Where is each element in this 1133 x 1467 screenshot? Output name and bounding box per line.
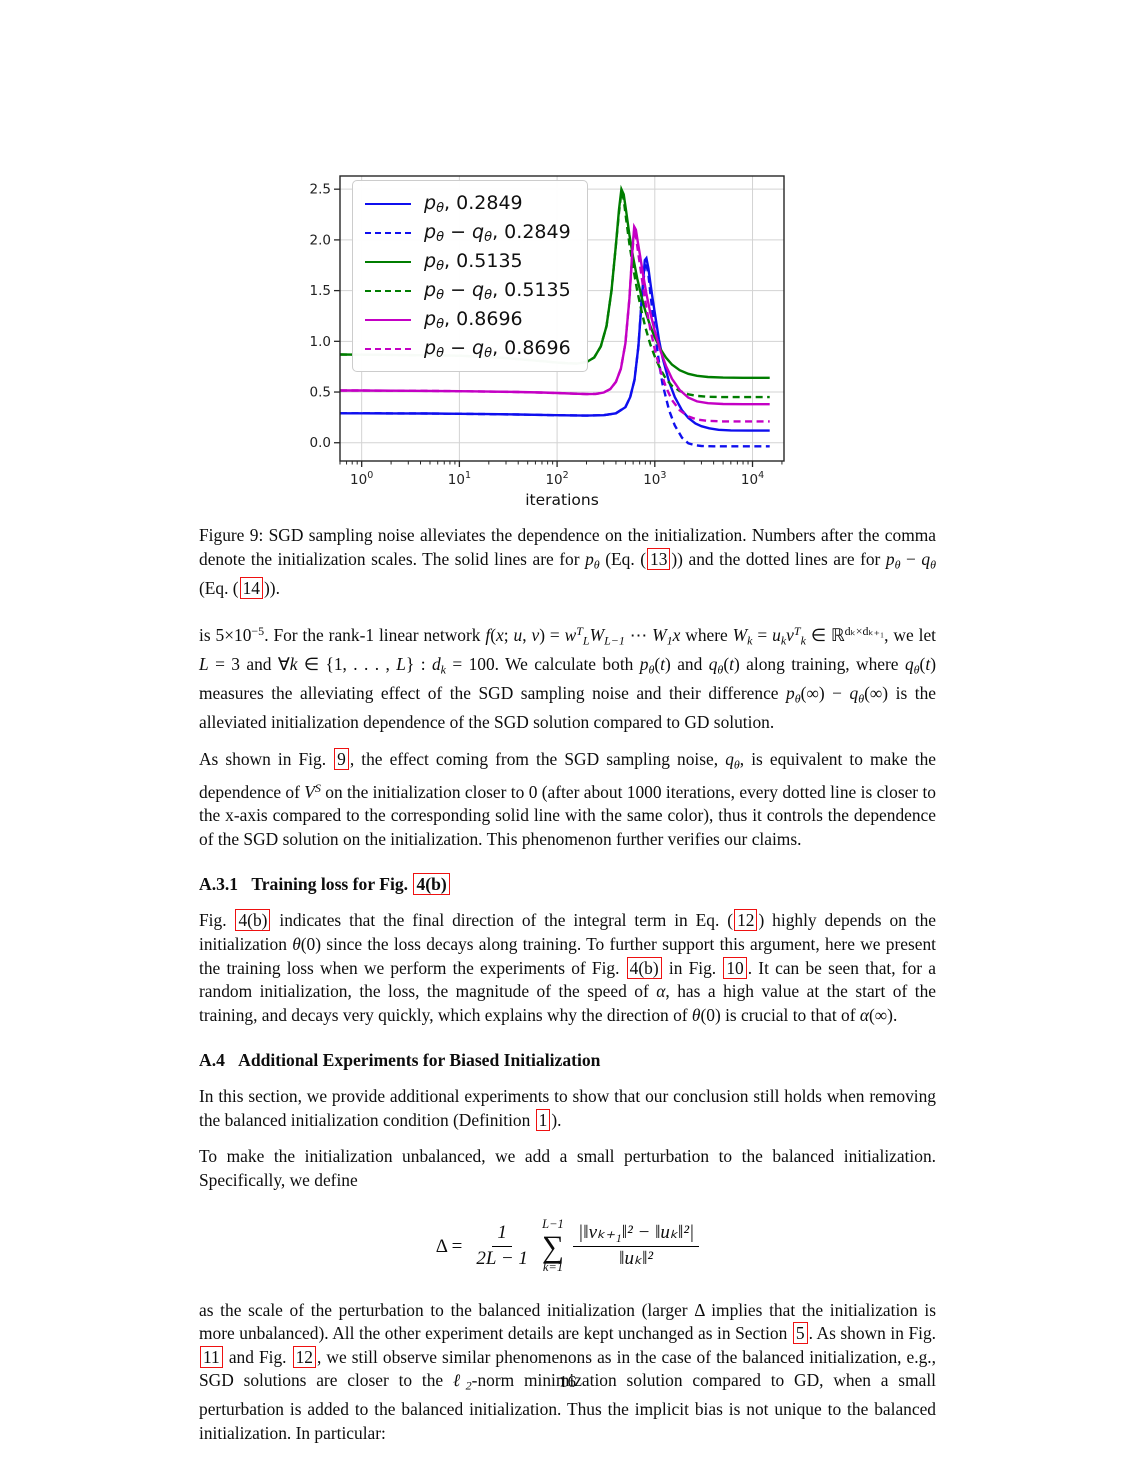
y-tick-label: 2.0	[310, 232, 331, 248]
legend-dashed-line-icon	[365, 289, 411, 292]
ref-link[interactable]: 11	[200, 1345, 223, 1368]
equation-fraction-1: 1 2L − 1	[471, 1222, 533, 1270]
ref-link[interactable]: 1	[535, 1108, 551, 1131]
legend-label: pθ, 0.2849	[424, 191, 523, 216]
legend-solid-line-icon	[365, 318, 411, 321]
series-line-5	[340, 229, 770, 423]
equation-frac2-denominator: ‖uₖ‖²	[619, 1248, 654, 1270]
plot-frame	[339, 175, 785, 462]
x-tick-label: 100	[350, 470, 373, 488]
equation-sum-upper: L−1	[542, 1217, 564, 1232]
paragraph-perturbation: To make the initialization unbalanced, w…	[199, 1146, 936, 1191]
legend-label: pθ − qθ, 0.2849	[424, 220, 571, 245]
x-axis-label: iterations	[525, 491, 599, 509]
legend-dashed-line-icon	[365, 347, 411, 350]
ref-link[interactable]: 4(b)	[413, 873, 450, 896]
legend-entry: pθ, 0.8696	[365, 305, 571, 334]
ref-link[interactable]: 4(b)	[235, 909, 271, 932]
y-tick-label: 1.5	[310, 283, 331, 299]
equation-frac2-numerator: |‖vₖ₊₁‖² − ‖uₖ‖²|	[573, 1222, 700, 1248]
page-content-column: 100 101 102 103 104 0.0 0.5 1.0 1.5 2.0 2.5 iterati…	[199, 0, 936, 1446]
legend-entry: pθ, 0.2849	[365, 189, 571, 218]
heading-a31: A.3.1 Training loss for Fig. 4(b)	[199, 873, 936, 896]
ref-link[interactable]: 5	[792, 1322, 808, 1345]
equation-sum-lower: k=1	[542, 1260, 564, 1275]
ref-link[interactable]: 10	[723, 956, 747, 979]
legend-label: pθ − qθ, 0.5135	[424, 278, 571, 303]
paragraph-fig9-discussion: As shown in Fig. 9, the effect coming fr…	[199, 747, 936, 849]
chart-legend: pθ, 0.2849 pθ − qθ, 0.2849 pθ, 0.5135 pθ − …	[352, 180, 588, 372]
figure-9: 100 101 102 103 104 0.0 0.5 1.0 1.5 2.0 2.5 iterati…	[302, 163, 794, 509]
x-tick-label: 104	[741, 470, 764, 488]
legend-label: pθ − qθ, 0.8696	[424, 336, 571, 361]
equation-delta: Δ = 1 2L − 1 L−1 ∑ k=1 |‖vₖ₊₁‖² − ‖uₖ‖²|…	[199, 1208, 936, 1286]
paragraph-a4-intro: In this section, we provide additional e…	[199, 1086, 936, 1131]
legend-entry: pθ − qθ, 0.2849	[365, 218, 571, 247]
y-tick-label: 1.0	[310, 334, 331, 350]
series-line-3	[340, 191, 770, 399]
equation-lhs: Δ =	[435, 1235, 463, 1257]
equation-frac1-numerator: 1	[492, 1222, 512, 1248]
ref-link[interactable]: 4(b)	[626, 956, 662, 979]
figure-9-caption: Figure 9: SGD sampling noise alleviates …	[199, 525, 936, 599]
ref-link[interactable]: 13	[647, 547, 671, 570]
x-tick-label: 101	[448, 470, 471, 488]
x-tick-label: 103	[643, 470, 666, 488]
paragraph-unbalanced-results: as the scale of the perturbation to the …	[199, 1299, 937, 1443]
ref-link[interactable]: 9	[334, 747, 349, 770]
legend-solid-line-icon	[365, 260, 411, 263]
legend-label: pθ, 0.8696	[424, 307, 523, 332]
sum-icon: ∑	[541, 1228, 565, 1264]
equation-frac1-denominator: 2L − 1	[476, 1248, 528, 1270]
legend-entry: pθ, 0.5135	[365, 247, 571, 276]
ref-link[interactable]: 12	[292, 1345, 316, 1368]
heading-a4: A.4 Additional Experiments for Biased In…	[199, 1050, 601, 1071]
page-number: 16	[559, 1372, 576, 1391]
paragraph-network-setup: is 5×10−5. For the rank-1 linear network…	[199, 624, 936, 732]
equation-fraction-2: |‖vₖ₊₁‖² − ‖uₖ‖²| ‖uₖ‖²	[573, 1222, 700, 1270]
legend-dashed-line-icon	[365, 231, 411, 234]
legend-solid-line-icon	[365, 202, 411, 205]
legend-entry: pθ − qθ, 0.8696	[365, 334, 571, 363]
series-line-1	[340, 258, 770, 448]
legend-entry: pθ − qθ, 0.5135	[365, 276, 571, 305]
ref-link[interactable]: 12	[734, 909, 758, 932]
paragraph-training-loss: Fig. 4(b) indicates that the final direc…	[199, 909, 937, 1025]
ref-link[interactable]: 14	[239, 576, 263, 599]
equation-sum: L−1 ∑ k=1	[541, 1217, 565, 1275]
y-tick-label: 2.5	[310, 182, 331, 198]
legend-label: pθ, 0.5135	[424, 249, 523, 274]
y-tick-label: 0.0	[310, 435, 331, 451]
y-tick-label: 0.5	[310, 385, 331, 401]
x-tick-label: 102	[545, 470, 568, 488]
